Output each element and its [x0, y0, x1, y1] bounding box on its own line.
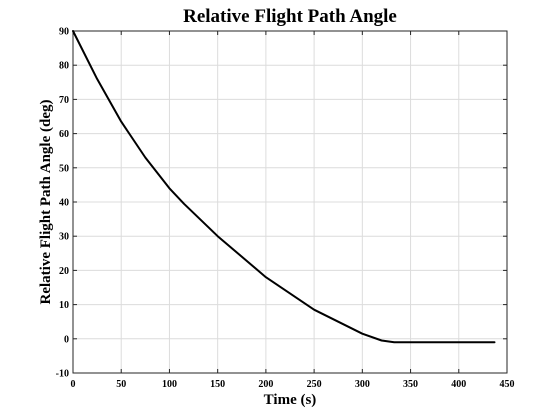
y-tick-label: 90	[59, 27, 69, 38]
y-tick-label: -10	[56, 369, 69, 380]
y-tick-label: 60	[59, 129, 69, 140]
y-tick-label: 80	[59, 61, 69, 72]
y-axis-label: Relative Flight Path Angle (deg)	[38, 100, 54, 305]
chart-title: Relative Flight Path Angle	[183, 6, 397, 27]
x-tick-label: 50	[116, 379, 126, 390]
y-tick-label: 10	[59, 300, 69, 311]
x-tick-labels: 0 50 100 150 200 250 300 350 400 450	[71, 379, 515, 390]
y-tick-label: 70	[59, 95, 69, 106]
series-line	[73, 31, 495, 342]
data-series	[73, 31, 495, 342]
x-tick-label: 200	[258, 379, 273, 390]
x-tick-label: 300	[355, 379, 370, 390]
y-tick-labels: -10 0 10 20 30 40 50 60 70 80 90	[56, 27, 69, 380]
x-tick-label: 400	[451, 379, 466, 390]
x-tick-label: 150	[210, 379, 225, 390]
y-tick-label: 40	[59, 198, 69, 209]
x-tick-label: 100	[162, 379, 177, 390]
y-tick-label: 50	[59, 163, 69, 174]
x-axis-label: Time (s)	[264, 392, 317, 408]
x-tick-label: 450	[500, 379, 515, 390]
grid-lines	[73, 31, 507, 373]
x-tick-label: 0	[71, 379, 76, 390]
x-tick-label: 350	[403, 379, 418, 390]
x-tick-label: 250	[307, 379, 322, 390]
y-tick-label: 30	[59, 232, 69, 243]
y-tick-label: 0	[64, 334, 69, 345]
y-tick-label: 20	[59, 266, 69, 277]
